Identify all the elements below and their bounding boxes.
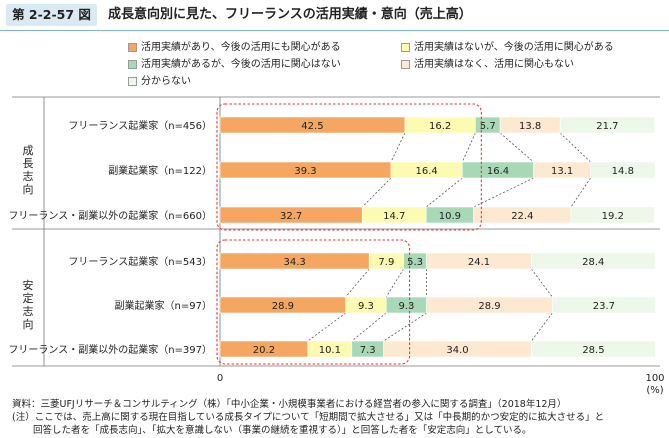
bar-row4-series4	[552, 296, 656, 314]
chart-legend: 活用実績があり、今後の活用にも関心がある 活用実績はないが、今後の活用に関心があ…	[0, 38, 669, 98]
value-label-row2-series2: 10.9	[439, 211, 461, 222]
group-label-0-char2: 志	[23, 170, 34, 183]
connector-g1-r3-b1	[345, 268, 370, 298]
category-label-row5: フリーランス・副業以外の起業家（n=397）	[8, 343, 212, 356]
axis-label-min: 0	[217, 373, 223, 384]
footnote-note-line1: (注）ここでは、売上高に関する現在目指している成長タイプについて「短期間で拡大さ…	[12, 412, 605, 423]
group-label-0-char0: 成	[23, 144, 34, 157]
bars-layer	[219, 116, 656, 358]
figure-title: 成長意向別に見た、フリーランスの活用実績・意向（売上高）	[108, 7, 472, 22]
value-label-row5-series1: 10.1	[319, 345, 341, 356]
legend-label-s2: 活用実績はないが、今後の活用に関心がある	[414, 42, 614, 53]
category-label-row4: 副業起業家（n=97）	[115, 299, 212, 312]
footnote-note-line2: 回答した者を「成長志向」、「拡大を意識しない（事業の継続を重視する）」と回答した…	[33, 425, 532, 436]
stacked-bar-chart: 42.5 39.3 32.7 34.3 28.9 20.2 16.2 16.4 14.7 7.9 9…	[8, 96, 665, 396]
value-label-row3-series4: 28.4	[582, 257, 604, 268]
value-label-row0-series0: 42.5	[301, 121, 323, 132]
legend-swatch-s5	[128, 77, 137, 86]
connector-g0-r1-b2	[425, 177, 463, 208]
value-label-row1-series2: 16.4	[487, 166, 509, 177]
connector-g0-r1-b1	[361, 177, 392, 208]
value-label-row5-series0: 20.2	[253, 345, 275, 356]
group-label-1-char1: 定	[23, 291, 34, 305]
connector-g1-r3-b4	[531, 268, 553, 298]
value-label-row4-series0: 28.9	[272, 301, 294, 312]
group-label-1-char0: 安	[23, 278, 34, 292]
legend-label-s3: 活用実績があるが、今後の活用に関心はない	[141, 59, 341, 70]
value-label-row2-series1: 14.7	[383, 211, 405, 222]
connector-g1-r3-b2	[385, 268, 404, 298]
value-label-row0-series3: 13.8	[519, 121, 541, 132]
connector-g1-r4-b2	[351, 312, 387, 342]
footnote-source: 資料：三菱UFJリサーチ＆コンサルティング（株）「中小企業・小規模事業者における…	[12, 399, 567, 410]
highlight-box-growth	[216, 103, 482, 231]
value-label-row2-series0: 32.7	[280, 211, 302, 222]
category-label-row3: フリーランス起業家（n=543）	[68, 255, 212, 268]
value-label-row5-series4: 28.5	[582, 345, 604, 356]
value-label-row3-series3: 24.1	[468, 257, 490, 268]
value-label-row4-series2: 9.3	[398, 301, 414, 312]
connector-g0-r1-b3	[473, 177, 534, 208]
value-label-row3-series2: 5.3	[407, 257, 423, 268]
axis-label-max: 100	[645, 373, 664, 384]
header-rule	[0, 30, 669, 31]
legend-label-s4: 活用実績はなく、活用に関心もない	[414, 59, 574, 70]
value-label-row1-series1: 16.4	[415, 166, 437, 177]
bar-row2-series4	[570, 206, 655, 224]
value-label-row4-series3: 28.9	[478, 301, 500, 312]
value-label-row4-series1: 9.3	[358, 301, 374, 312]
legend-label-s1: 活用実績があり、今後の活用にも関心がある	[141, 42, 341, 53]
connector-g0-r0-b1	[390, 132, 406, 163]
figure-header: 第 2-2-57 図 成長意向別に見た、フリーランスの活用実績・意向（売上高）	[0, 0, 669, 31]
value-label-row4-series4: 23.7	[593, 301, 615, 312]
value-label-row1-series3: 13.1	[551, 166, 573, 177]
category-label-row0: フリーランス起業家（n=456）	[68, 119, 212, 132]
connector-g0-r0-b2	[461, 132, 476, 163]
value-label-row5-series2: 7.3	[360, 345, 376, 356]
group-label-1-char3: 向	[23, 317, 34, 331]
labels-layer: 42.5 39.3 32.7 34.3 28.9 20.2 16.2 16.4 14.7 7.9 9…	[8, 119, 664, 396]
legend-swatch-s1	[128, 43, 137, 52]
value-label-row0-series2: 5.7	[480, 121, 496, 132]
category-label-row2: フリーランス・副業以外の起業家（n=660）	[8, 209, 212, 222]
value-label-row5-series3: 34.0	[446, 345, 468, 356]
value-label-row1-series0: 39.3	[294, 166, 316, 177]
bar-row5-series4	[531, 340, 656, 358]
value-label-row3-series1: 7.9	[378, 257, 394, 268]
connector-g0-r0-b4	[559, 132, 591, 163]
bar-row1-series4	[590, 161, 656, 179]
value-label-row2-series3: 22.4	[511, 211, 533, 222]
value-label-row2-series4: 19.2	[602, 211, 624, 222]
footnotes: 資料：三菱UFJリサーチ＆コンサルティング（株）「中小企業・小規模事業者における…	[12, 398, 664, 437]
group-label-0-char1: 長	[23, 157, 34, 170]
category-label-row1: 副業起業家（n=122）	[108, 164, 212, 177]
connector-g1-r4-b3	[383, 312, 427, 342]
bar-row3-series4	[531, 252, 656, 270]
group-label-0-char3: 向	[23, 182, 34, 196]
connector-g1-r4-b4	[531, 312, 553, 342]
highlight-layer	[216, 103, 482, 365]
connector-g1-r4-b1	[307, 312, 346, 342]
value-label-row0-series1: 16.2	[429, 121, 451, 132]
legend-swatch-s3	[128, 60, 137, 69]
legend-label-s5: 分からない	[141, 76, 191, 87]
connector-g0-r1-b4	[570, 177, 591, 208]
axis-unit: (%)	[646, 385, 663, 396]
legend-swatch-s2	[401, 43, 410, 52]
legend-swatch-s4	[401, 60, 410, 69]
bar-row0-series4	[559, 116, 655, 134]
value-label-row1-series4: 14.8	[612, 166, 634, 177]
value-label-row3-series0: 34.3	[283, 257, 305, 268]
connector-g0-r0-b3	[499, 132, 534, 163]
grid-layer	[12, 96, 660, 367]
highlight-box-stable	[216, 239, 411, 365]
value-label-row0-series4: 21.7	[596, 121, 618, 132]
connector-layer	[307, 132, 591, 342]
group-label-1-char2: 志	[23, 305, 34, 318]
figure-number-badge: 第 2-2-57 図	[6, 4, 97, 26]
